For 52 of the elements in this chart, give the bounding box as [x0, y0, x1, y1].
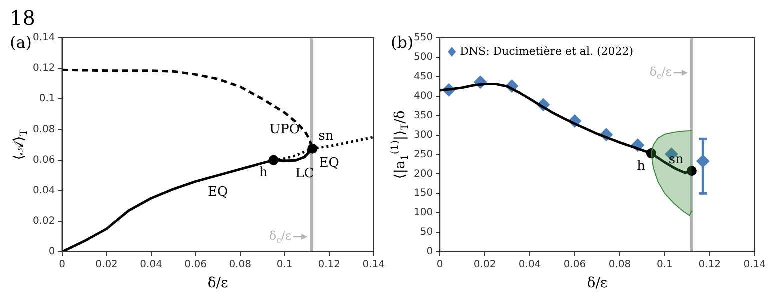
y-tick-label: 400 — [414, 90, 434, 102]
y-tick-label: 550 — [414, 32, 434, 44]
y-tick-label: 0.08 — [33, 124, 56, 136]
text: 18 — [10, 6, 36, 30]
y-tick-label: 450 — [414, 72, 434, 83]
x-tick-label: 0.02 — [474, 260, 496, 271]
y-tick-label: 0.06 — [33, 154, 56, 166]
x-tick-label: 0 — [59, 260, 66, 271]
series-label: EQ — [208, 184, 228, 200]
x-tick-label: 0.04 — [140, 260, 162, 271]
x-tick-label: 0.04 — [518, 260, 542, 271]
x-tick-label: 0.12 — [318, 260, 340, 271]
series-label: EQ — [319, 156, 340, 171]
y-tick-label: 0 — [48, 246, 56, 258]
y-tick-label: 100 — [414, 208, 434, 219]
y-tick-label: 50 — [420, 227, 434, 238]
x-tick-label: 0.06 — [564, 260, 586, 271]
series-label: UPO — [270, 122, 300, 138]
x-tick-label: 0.1 — [656, 260, 673, 271]
y-axis-title: ⟨|a1(1)|⟩T/δ — [390, 110, 411, 180]
series-label: sn — [668, 152, 685, 168]
x-axis-title: δ/ε — [587, 276, 608, 292]
y-tick-label: 0 — [426, 246, 434, 258]
x-axis-title: δ/ε — [208, 276, 228, 292]
chart-title: (a) — [10, 33, 32, 52]
y-tick-label: 300 — [414, 130, 434, 141]
y-tick-label: 0.04 — [33, 185, 56, 196]
y-tick-label: 500 — [414, 52, 434, 64]
series-label: sn — [318, 129, 334, 144]
y-tick-label: 0.12 — [33, 63, 56, 74]
x-tick-label: 0.08 — [608, 260, 632, 271]
series-label: LC — [296, 166, 314, 182]
y-tick-label: 0.02 — [33, 216, 56, 228]
y-axis-title: ⟨𝒜⟩T — [12, 129, 30, 160]
y-tick-label: 0.14 — [33, 32, 56, 44]
x-tick-label: 0.12 — [698, 260, 722, 271]
y-tick-label: 150 — [414, 188, 434, 200]
series-label: h — [637, 158, 646, 174]
chart-title: (b) — [391, 33, 414, 52]
x-tick-label: 0.08 — [229, 260, 252, 271]
legend-label: DNS: Ducimetière et al. (2022) — [460, 44, 634, 58]
x-tick-label: 0.14 — [744, 260, 766, 271]
x-tick-label: 0.1 — [276, 260, 293, 271]
y-tick-label: 250 — [414, 149, 434, 160]
y-tick-label: 350 — [414, 110, 434, 122]
x-tick-label: 0.02 — [96, 260, 118, 271]
y-tick-label: 200 — [414, 168, 434, 180]
y-tick-label: 0.1 — [39, 94, 56, 105]
x-tick-label: 0 — [436, 260, 444, 271]
series-label: h — [259, 166, 268, 181]
x-tick-label: 0.14 — [362, 260, 385, 271]
x-tick-label: 0.06 — [184, 260, 207, 271]
